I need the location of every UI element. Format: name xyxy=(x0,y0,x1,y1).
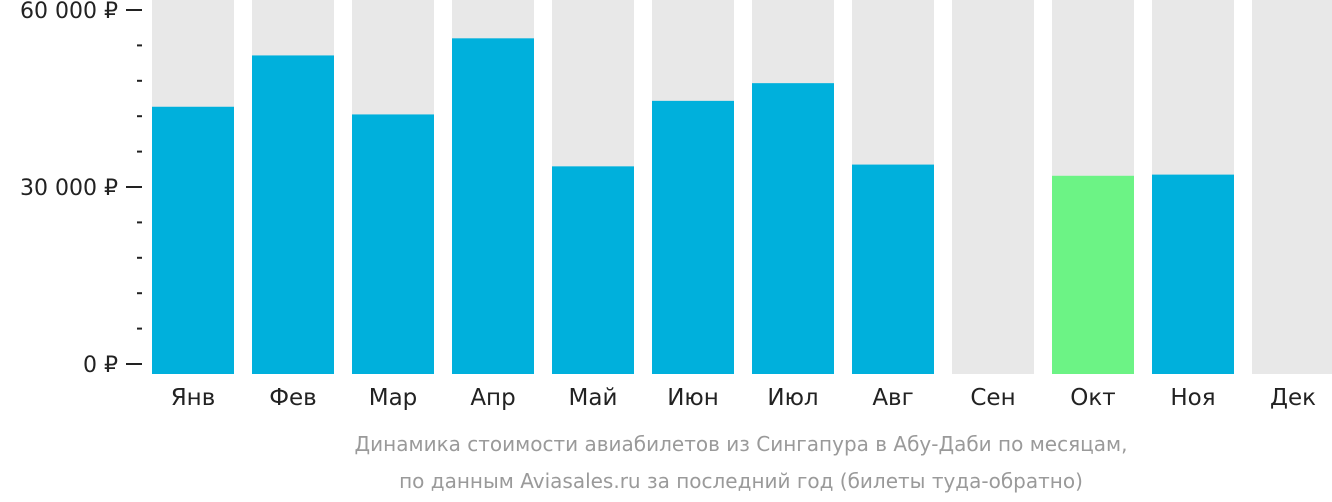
month-label-6: Июн xyxy=(667,385,719,411)
month-label-8: Авг xyxy=(872,385,913,411)
month-label-4: Апр xyxy=(470,385,515,411)
month-label-10: Окт xyxy=(1070,385,1115,411)
bar-3[interactable] xyxy=(352,114,434,375)
x-axis-labels: Янв Фев Мар Апр Май Июн Июл Авг Сен Окт Ноя Дек xyxy=(171,385,1316,411)
month-label-11: Ноя xyxy=(1170,385,1215,411)
month-label-5: Май xyxy=(569,385,618,411)
chart-caption: Динамика стоимости авиабилетов из Сингап… xyxy=(355,432,1128,493)
bar-6[interactable] xyxy=(652,100,734,375)
bar-4[interactable] xyxy=(452,38,534,374)
chart-columns xyxy=(152,0,1332,375)
month-label-2: Фев xyxy=(269,385,317,411)
month-label-12: Дек xyxy=(1270,385,1316,411)
y-tick-label-1: 0 ₽ xyxy=(83,353,118,378)
y-axis: 0 ₽ 30 000 ₽ 60 000 ₽ xyxy=(20,0,142,378)
bar-10[interactable] xyxy=(1052,175,1134,374)
caption-line-1: Динамика стоимости авиабилетов из Сингап… xyxy=(355,432,1128,456)
bar-2[interactable] xyxy=(252,55,334,375)
bar-1[interactable] xyxy=(152,106,234,374)
column-background-9 xyxy=(952,0,1034,374)
bar-11[interactable] xyxy=(1152,174,1234,374)
caption-line-2: по данным Aviasales.ru за последний год … xyxy=(399,469,1083,493)
bar-7[interactable] xyxy=(752,83,834,374)
y-tick-label-3: 60 000 ₽ xyxy=(20,0,118,24)
y-tick-label-2: 30 000 ₽ xyxy=(20,176,118,201)
bar-5[interactable] xyxy=(552,166,634,374)
column-background-12 xyxy=(1252,0,1332,374)
bar-8[interactable] xyxy=(852,164,934,374)
month-label-3: Мар xyxy=(369,385,418,411)
month-label-7: Июл xyxy=(767,385,818,411)
month-label-1: Янв xyxy=(171,385,216,411)
month-label-9: Сен xyxy=(970,385,1015,411)
